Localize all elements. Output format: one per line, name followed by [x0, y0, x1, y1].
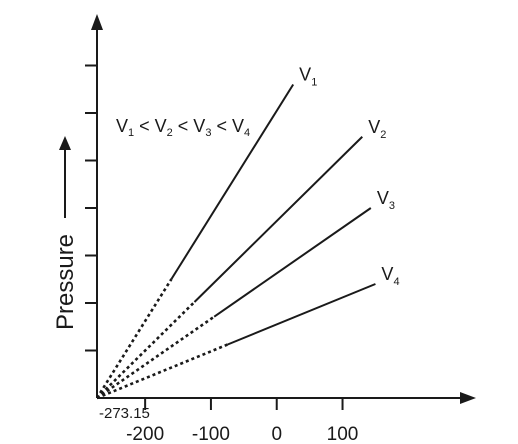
series-label-subscript: 2 — [380, 129, 386, 141]
annotation-subscript: 3 — [205, 127, 211, 139]
y-axis-label: Pressure — [52, 234, 79, 330]
annotation-subscript: 2 — [167, 127, 173, 139]
x-ticks: -200 -100 0 100 — [126, 398, 358, 444]
series-label-subscript: 4 — [393, 276, 399, 288]
series-label-name: V — [381, 264, 393, 284]
series-lines — [95, 83, 376, 400]
series-label-name: V — [377, 188, 389, 208]
series-extrapolated-segment — [96, 301, 196, 399]
series-label-name: V — [299, 65, 311, 85]
x-tick-label: 0 — [271, 424, 282, 444]
series-label: V4 — [381, 264, 399, 288]
annotation-text: V1 < V2 < V3 < V4 — [116, 116, 250, 139]
y-ticks — [85, 64, 97, 352]
x-tick-label: 100 — [327, 424, 359, 444]
y-axis-label-arrowhead — [59, 136, 71, 150]
series-extrapolated-segment — [95, 278, 173, 399]
series-label: V1 — [299, 65, 317, 89]
series-label: V3 — [377, 188, 395, 212]
x-tick-label: -100 — [192, 424, 230, 444]
series-line — [170, 83, 295, 280]
series-label: V2 — [368, 117, 386, 141]
annotation-part: < V — [134, 116, 167, 136]
series-label-subscript: 3 — [389, 200, 395, 212]
series-line — [227, 283, 376, 346]
series-label-name: V — [368, 117, 380, 137]
y-axis-label-group: Pressure — [52, 136, 79, 330]
axes — [91, 14, 476, 404]
origin-label: -273.15 — [99, 405, 150, 422]
series-line — [213, 207, 372, 318]
annotation-part: < V — [211, 116, 244, 136]
annotation-part: V — [116, 116, 128, 136]
x-axis-arrowhead — [460, 392, 476, 404]
annotation-subscript: 4 — [244, 127, 250, 139]
series-label-subscript: 1 — [311, 77, 317, 89]
x-tick-label: -200 — [126, 424, 164, 444]
series-line — [193, 136, 363, 303]
y-axis-arrowhead — [91, 14, 103, 30]
series-extrapolated-segment — [96, 315, 215, 400]
annotation-subscript: 1 — [128, 127, 134, 139]
annotation-part: < V — [173, 116, 206, 136]
